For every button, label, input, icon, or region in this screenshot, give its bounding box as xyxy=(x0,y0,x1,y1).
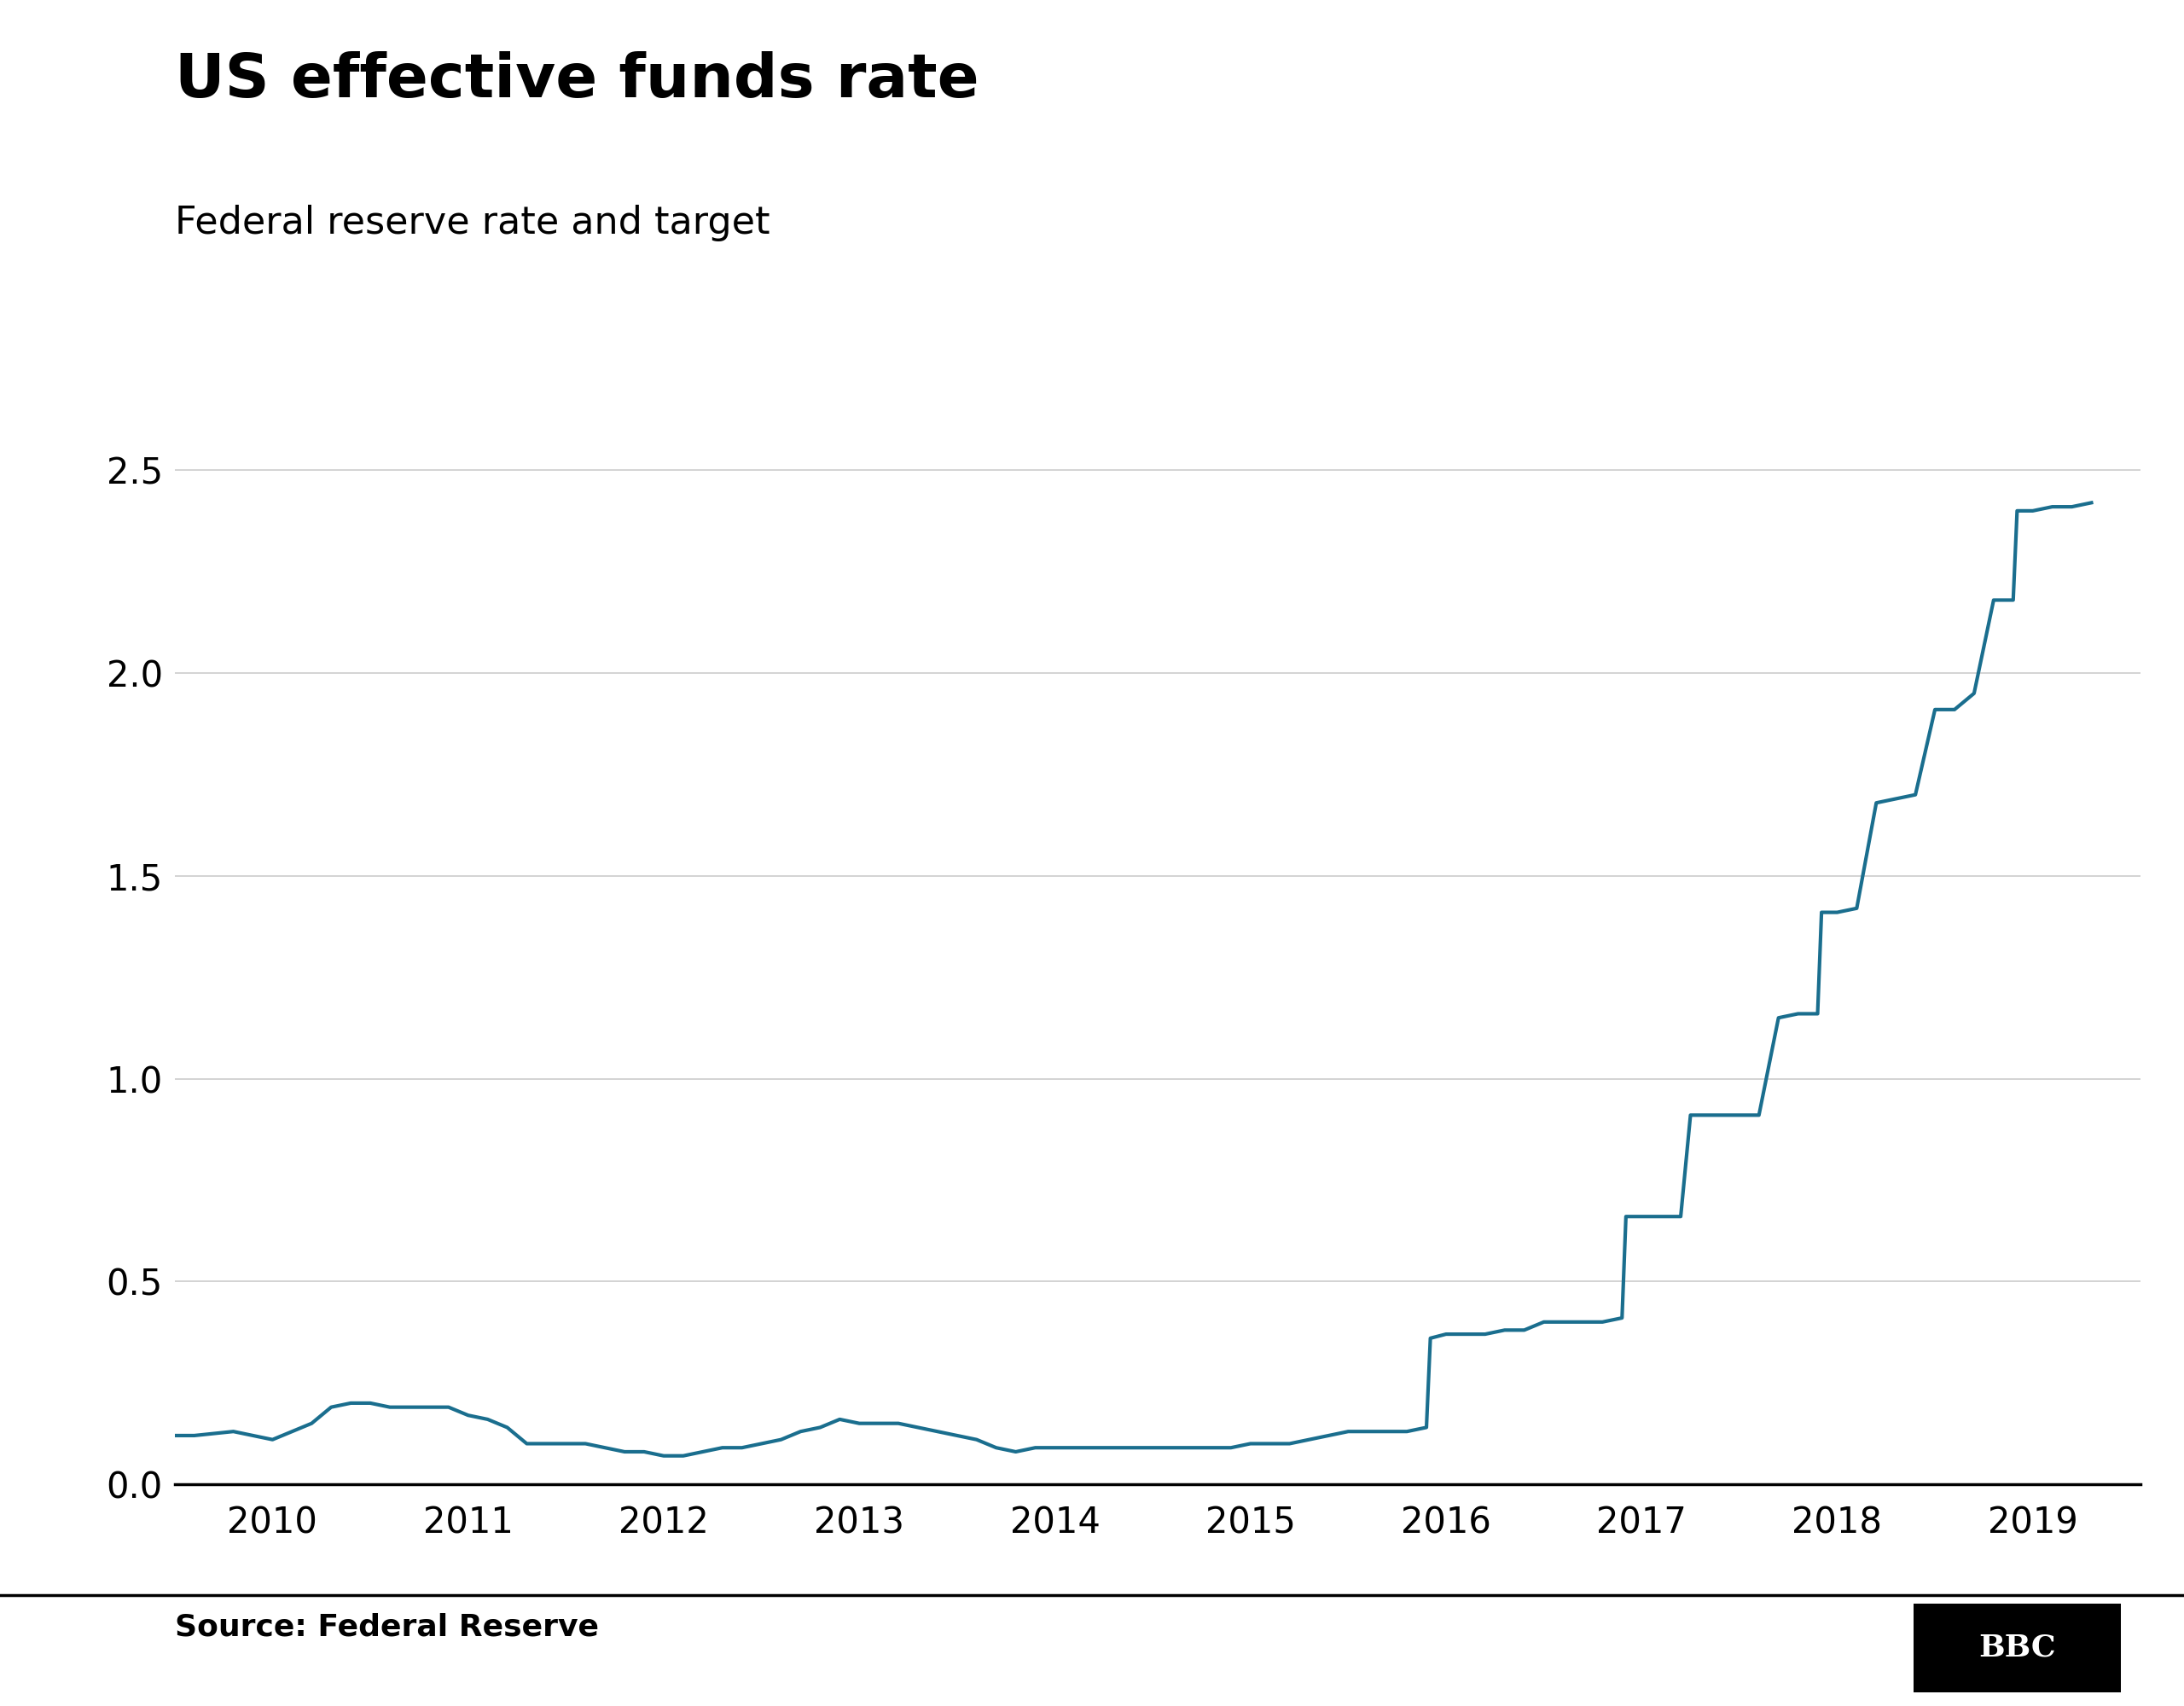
Text: US effective funds rate: US effective funds rate xyxy=(175,51,978,109)
Text: Federal reserve rate and target: Federal reserve rate and target xyxy=(175,205,771,241)
Text: BBC: BBC xyxy=(1979,1634,2055,1662)
Text: Source: Federal Reserve: Source: Federal Reserve xyxy=(175,1612,598,1641)
